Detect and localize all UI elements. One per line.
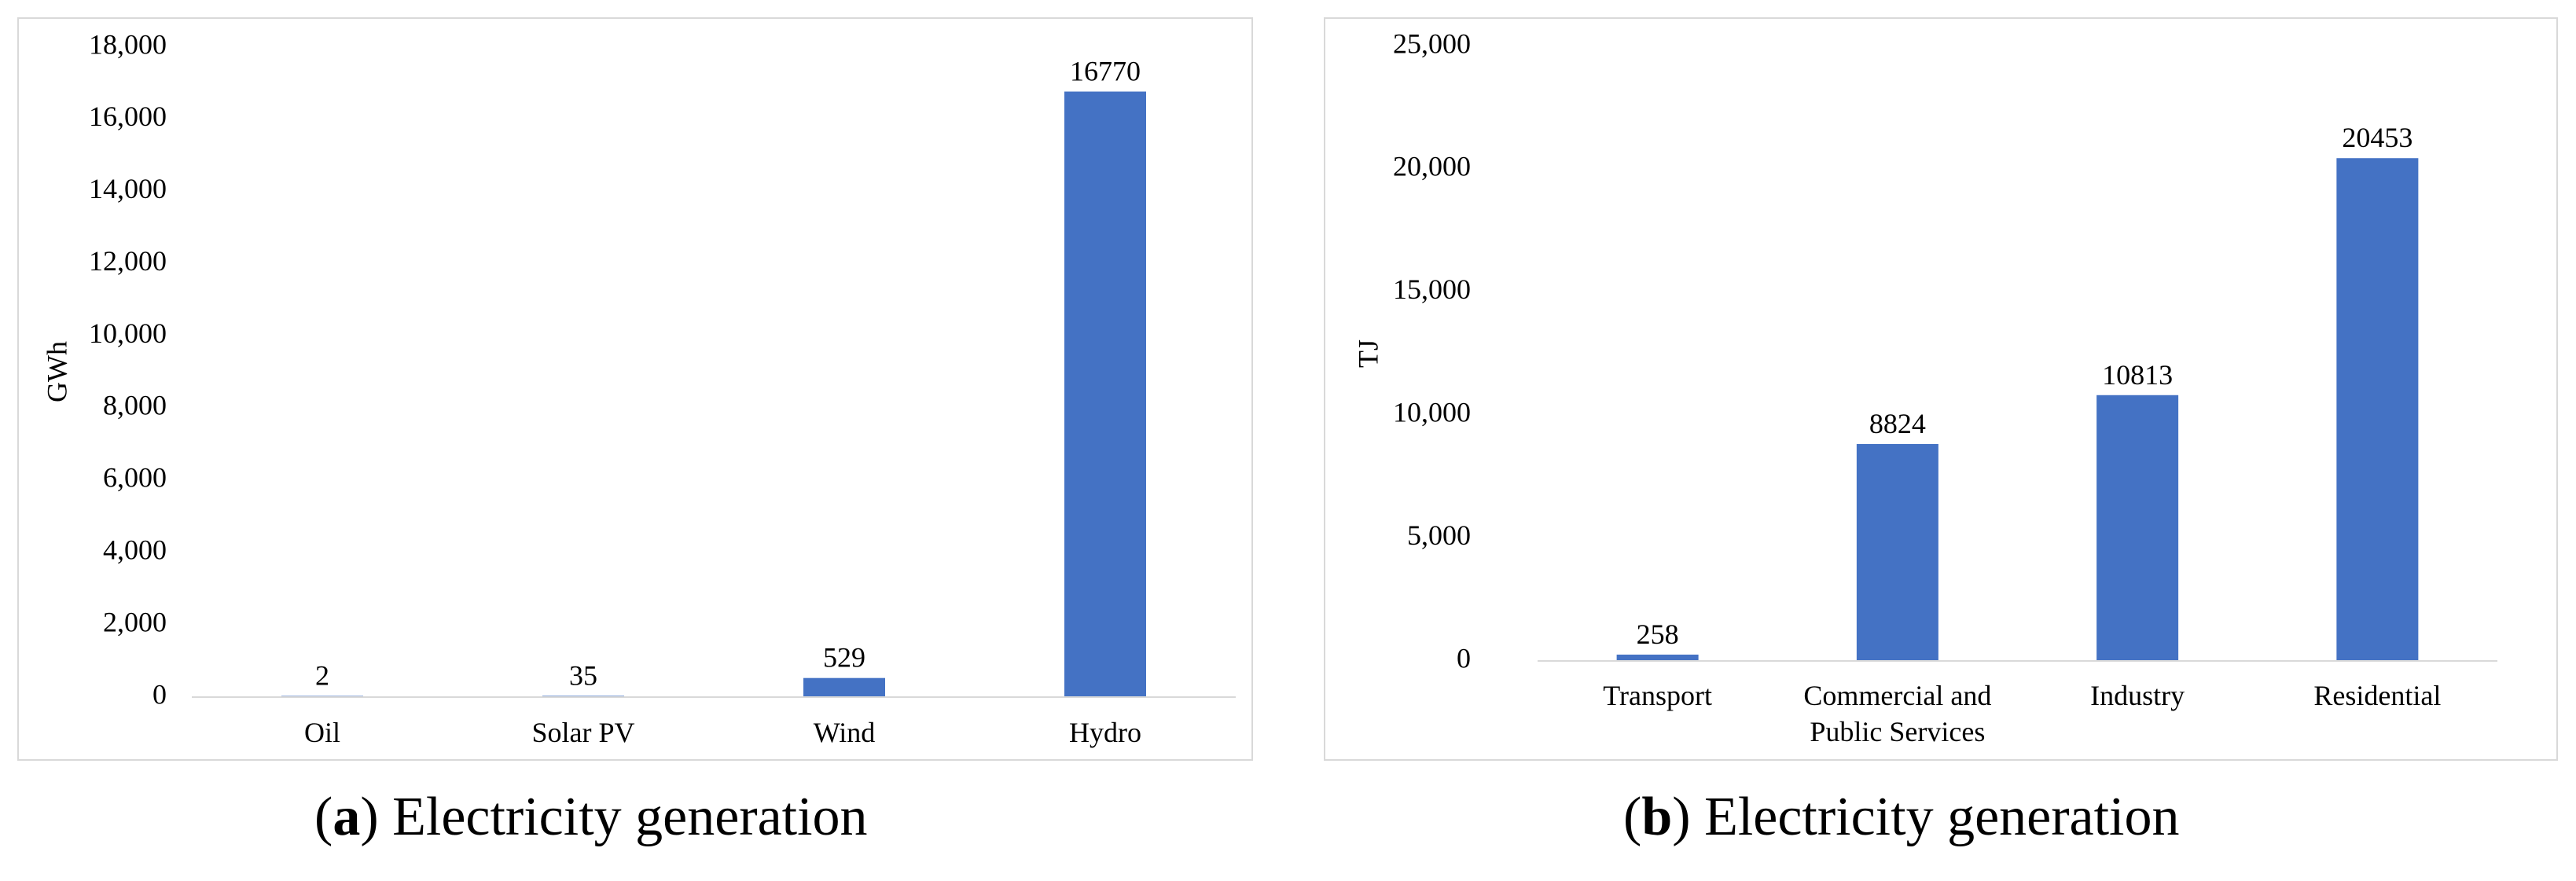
chart-b-data-label: 20453 xyxy=(2342,122,2412,153)
chart-a-data-label: 2 xyxy=(315,660,329,692)
chart-b-ytick-label: 5,000 xyxy=(1407,519,1471,551)
caption-a-letter: a xyxy=(333,787,361,847)
caption-b: (b) Electricity generation xyxy=(1623,787,2180,847)
chart-b-category-label: Public Services xyxy=(1810,716,1985,747)
chart-a-svg: 0 2,000 4,000 6,000 8,000 10,000 12,000 14,000 1… xyxy=(41,28,1236,748)
chart-a-ytick-label: 18,000 xyxy=(89,28,167,60)
chart-b-category-label: Residential xyxy=(2313,680,2441,711)
chart-b-category-label: Industry xyxy=(2090,680,2185,711)
caption-a-text: Electricity generation xyxy=(392,787,868,847)
chart-b-ytick-label: 25,000 xyxy=(1393,28,1471,59)
chart-b-category-label: Commercial and xyxy=(1803,680,1991,711)
chart-a-ytick-label: 8,000 xyxy=(103,390,167,421)
chart-a-ytick-label: 2,000 xyxy=(103,606,167,637)
chart-b-ytick-label: 15,000 xyxy=(1393,273,1471,305)
chart-a-ytick-label: 12,000 xyxy=(89,245,167,277)
chart-b-ylabel: TJ xyxy=(1352,340,1384,368)
chart-b-svg: 0 5,000 10,000 15,000 20,000 25,000 TJ 258 Trans… xyxy=(1352,28,2497,747)
chart-a-bar xyxy=(803,677,885,697)
chart-a-category-label: Wind xyxy=(814,717,876,748)
chart-b-data-label: 10813 xyxy=(2102,359,2173,391)
chart-b-bar xyxy=(2336,158,2419,661)
chart-b-data-label: 8824 xyxy=(1869,408,1926,439)
chart-a-ytick-label: 6,000 xyxy=(103,462,167,494)
chart-a-category-label: Oil xyxy=(304,717,340,748)
caption-b-letter: b xyxy=(1641,787,1673,847)
chart-a-data-label: 529 xyxy=(823,642,865,674)
caption-b-text: Electricity generation xyxy=(1704,787,2180,847)
chart-b-bar xyxy=(2096,395,2179,661)
chart-b-category-label: Transport xyxy=(1603,680,1712,711)
chart-b-ytick-label: 20,000 xyxy=(1393,151,1471,182)
chart-b-ytick-label: 10,000 xyxy=(1393,396,1471,428)
chart-panel-a: 0 2,000 4,000 6,000 8,000 10,000 12,000 14,000 1… xyxy=(17,17,1253,761)
chart-a-ytick-label: 4,000 xyxy=(103,534,167,565)
chart-a-ylabel: GWh xyxy=(41,341,72,402)
chart-a-data-label: 35 xyxy=(569,659,597,691)
chart-a-category-label: Hydro xyxy=(1069,717,1141,748)
chart-b-ytick-label: 0 xyxy=(1457,642,1471,674)
chart-a-category-label: Solar PV xyxy=(531,717,634,748)
chart-a-ytick-label: 10,000 xyxy=(89,318,167,349)
chart-b-bar xyxy=(1856,443,1938,661)
chart-a-ytick-label: 14,000 xyxy=(89,173,167,204)
chart-a-bar xyxy=(1064,91,1146,698)
chart-b-data-label: 258 xyxy=(1637,619,1679,650)
chart-a-ytick-label: 0 xyxy=(153,678,167,710)
chart-panel-b: 0 5,000 10,000 15,000 20,000 25,000 TJ 258 Trans… xyxy=(1324,17,2558,761)
chart-a-ytick-label: 16,000 xyxy=(89,101,167,132)
caption-a: (a) Electricity generation xyxy=(314,787,868,847)
chart-b-bar xyxy=(1616,654,1699,661)
chart-a-data-label: 16770 xyxy=(1070,56,1141,87)
